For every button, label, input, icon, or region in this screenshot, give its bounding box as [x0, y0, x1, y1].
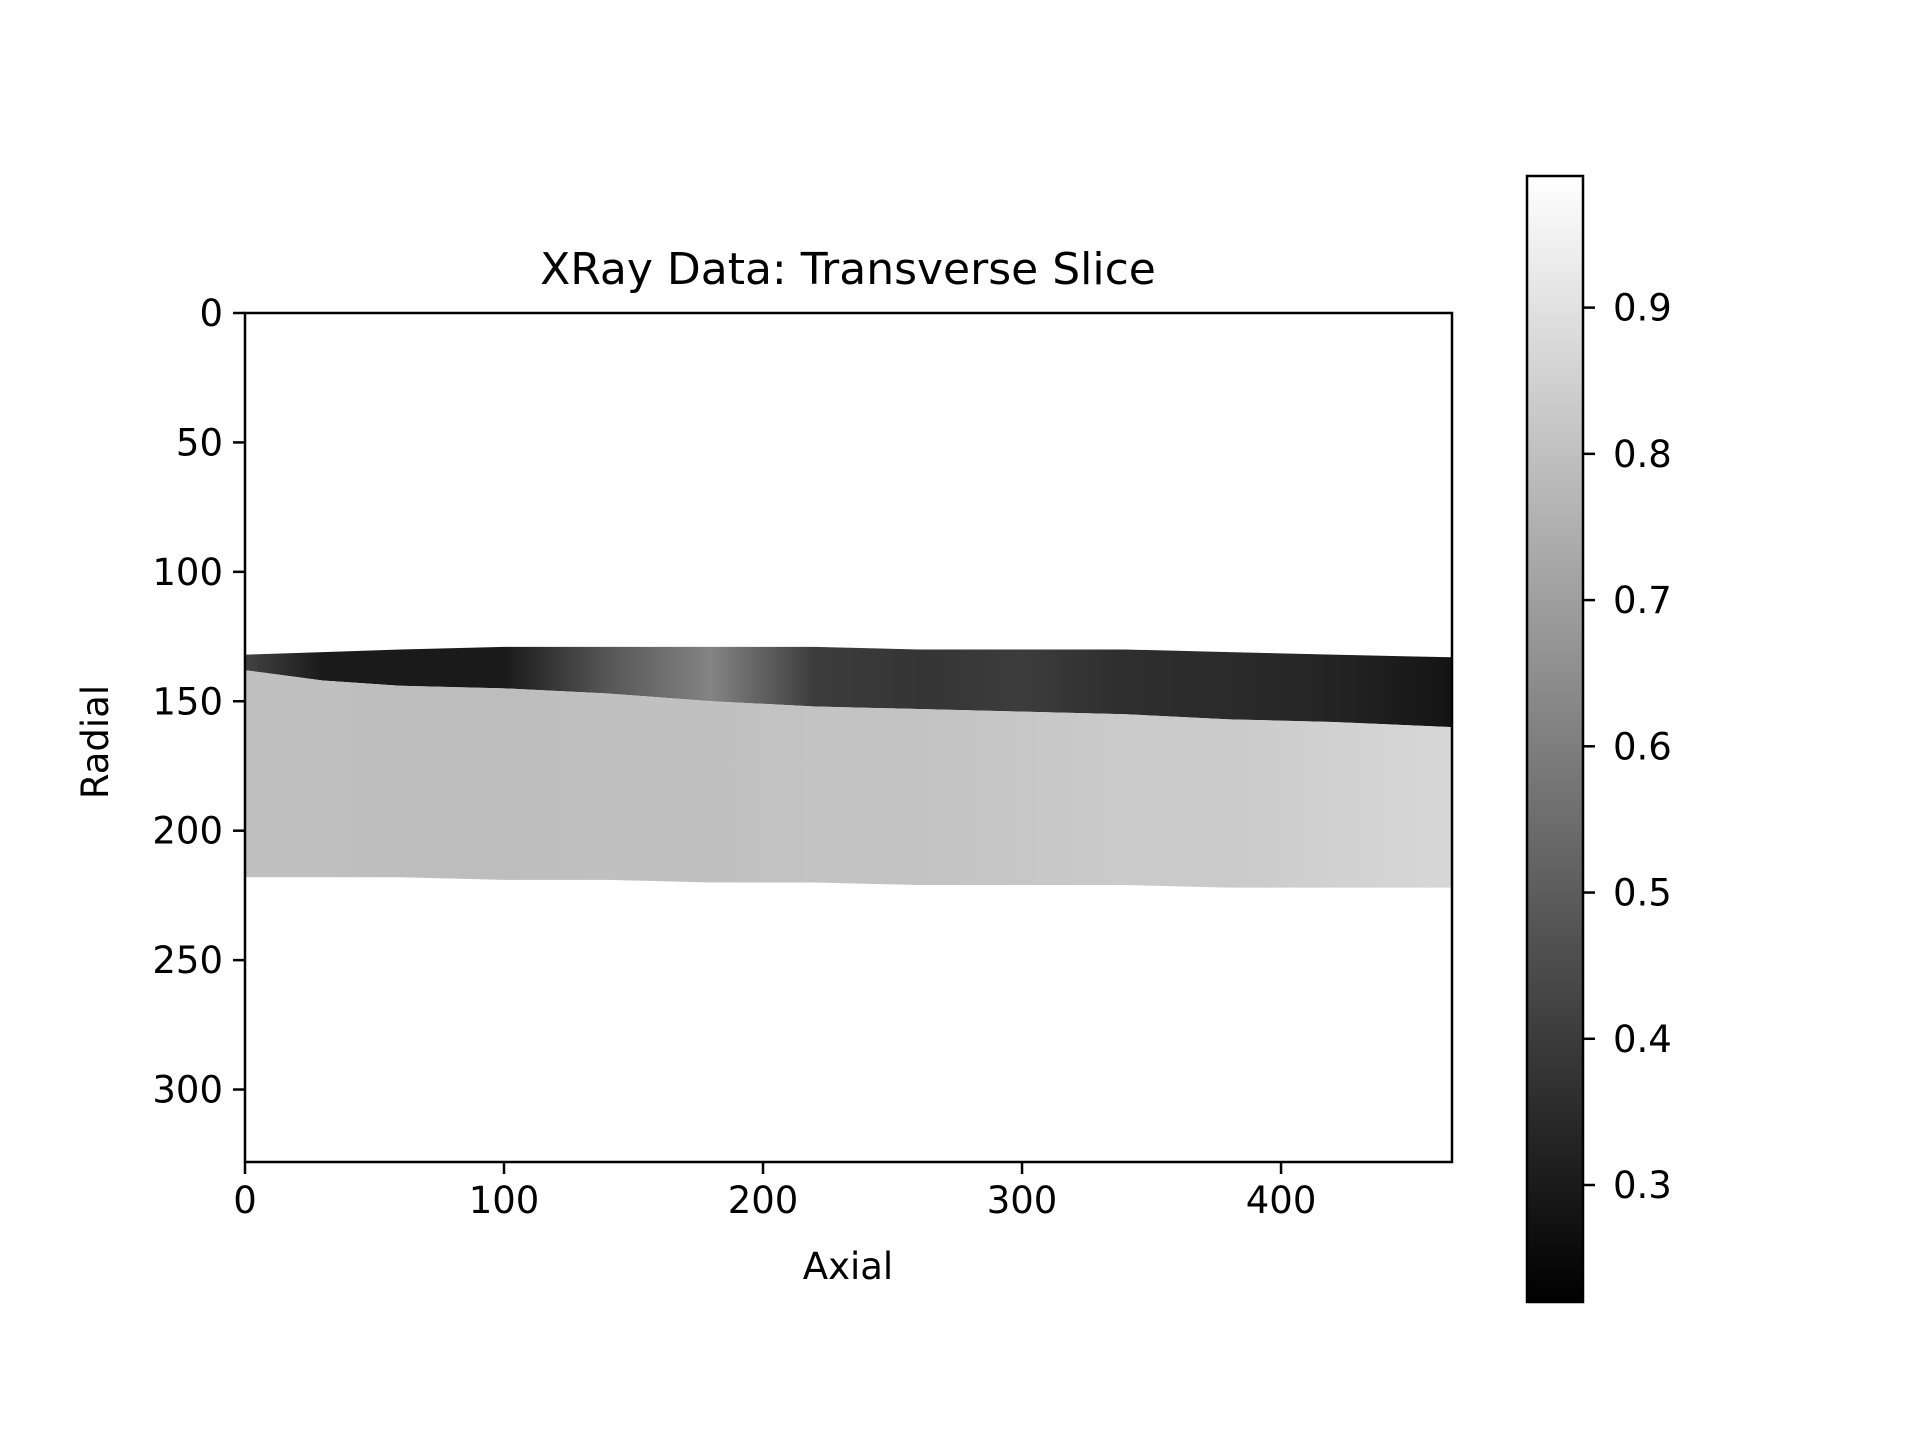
y-tick-label: 250 — [152, 939, 223, 982]
heatmap-image — [245, 646, 1452, 888]
plot-frame — [243, 311, 1454, 1164]
colorbar-tick-label: 0.6 — [1613, 725, 1672, 768]
x-axis: 0 100 200 300 400 — [233, 1162, 1316, 1222]
y-tick-label: 200 — [152, 810, 223, 853]
y-axis-label: Radial — [74, 685, 117, 799]
x-tick-label: 100 — [469, 1179, 540, 1222]
colorbar-gradient — [1527, 176, 1583, 1302]
y-tick-label: 150 — [152, 680, 223, 723]
y-tick-label: 300 — [152, 1069, 223, 1112]
x-axis-label: Axial — [803, 1245, 893, 1288]
colorbar-tick-label: 0.3 — [1613, 1164, 1672, 1207]
colorbar-tick-label: 0.7 — [1613, 579, 1672, 622]
y-tick-label: 0 — [199, 292, 223, 335]
plot-area — [243, 311, 1454, 1164]
x-tick-label: 400 — [1246, 1179, 1317, 1222]
colorbar-tick-label: 0.9 — [1613, 287, 1672, 330]
colorbar: 0.3 0.4 0.5 0.6 0.7 0.8 0.9 — [1525, 174, 1672, 1304]
upper-dark-layer — [245, 646, 1452, 728]
y-tick-label: 50 — [176, 421, 223, 464]
lower-bright-layer — [245, 670, 1452, 888]
y-tick-label: 100 — [152, 551, 223, 594]
colorbar-ticks: 0.3 0.4 0.5 0.6 0.7 0.8 0.9 — [1583, 287, 1672, 1207]
x-tick-label: 300 — [987, 1179, 1058, 1222]
colorbar-tick-label: 0.5 — [1613, 872, 1672, 915]
colorbar-tick-label: 0.8 — [1613, 433, 1672, 476]
x-tick-label: 0 — [233, 1179, 257, 1222]
colorbar-tick-label: 0.4 — [1613, 1018, 1672, 1061]
colorbar-frame — [1525, 174, 1585, 1304]
x-tick-label: 200 — [728, 1179, 799, 1222]
y-axis: 0 50 100 150 200 250 300 — [152, 292, 245, 1112]
chart-title: XRay Data: Transverse Slice — [540, 244, 1156, 295]
